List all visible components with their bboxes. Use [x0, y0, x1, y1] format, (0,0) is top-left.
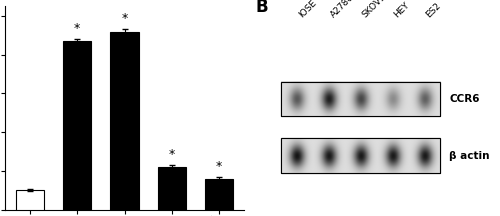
Bar [281, 82, 440, 116]
Text: CCR6: CCR6 [450, 94, 480, 104]
Bar [16, 190, 44, 210]
Text: A2780: A2780 [329, 0, 355, 19]
Bar [205, 179, 233, 210]
Text: SKOV3: SKOV3 [360, 0, 388, 19]
Text: HEY: HEY [392, 0, 411, 19]
Text: β actin: β actin [450, 151, 490, 161]
Bar [158, 167, 186, 210]
Text: B: B [256, 0, 268, 16]
Text: *: * [122, 12, 128, 25]
Text: *: * [168, 148, 175, 161]
Bar [281, 138, 440, 173]
Text: *: * [216, 160, 222, 173]
Text: *: * [74, 22, 80, 35]
Bar [63, 41, 92, 210]
Text: IOSE: IOSE [297, 0, 318, 19]
Bar [110, 32, 138, 210]
Text: ES2: ES2 [424, 1, 443, 19]
Bar [281, 138, 440, 173]
Bar [281, 82, 440, 116]
